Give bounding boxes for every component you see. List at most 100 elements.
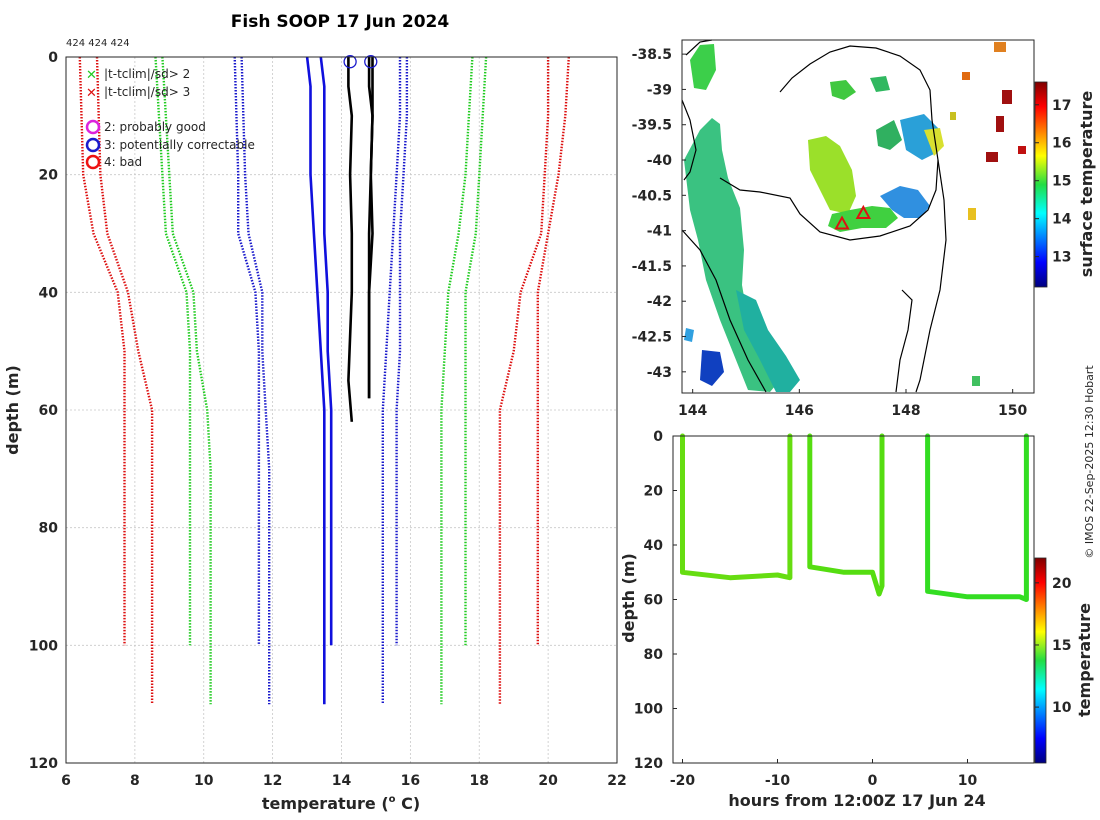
- profile-panel: Fish SOOP 17 Jun 2024 424 424 424 6 8 10 12…: [3, 12, 627, 813]
- y-tick-label: 20: [644, 484, 664, 500]
- sst-patch: [684, 118, 780, 392]
- y-tick-label: 40: [644, 538, 664, 554]
- sst-patch: [986, 152, 998, 162]
- timeseries-y-label: depth (m): [619, 553, 638, 643]
- profile-legend: ✕ |t-tclim|/sd> 2 ✕ |t-tclim|/sd> 3 2: p…: [85, 67, 255, 170]
- x-tick-label: 14: [332, 773, 352, 789]
- colorbar-tick-label: 16: [1052, 136, 1071, 152]
- y-tick-label: -38.5: [632, 47, 672, 63]
- x-marker-icon: ✕: [86, 86, 97, 101]
- island-coast: [895, 289, 913, 393]
- sst-patch: [684, 328, 694, 342]
- map-colorbar-label: surface temperature: [1077, 91, 1096, 278]
- y-tick-label: 100: [29, 638, 58, 654]
- depth-trace: [807, 433, 885, 597]
- sst-patch: [700, 350, 724, 386]
- sst-patch: [924, 128, 944, 156]
- timeseries-colorbar: [1034, 557, 1047, 764]
- series-line: [95, 56, 154, 705]
- figure-title: Fish SOOP 17 Jun 2024: [231, 12, 450, 32]
- y-tick-label: -42: [647, 294, 672, 310]
- legend-item-flag3: 3: potentially correctable: [85, 137, 255, 153]
- depth-trace: [925, 433, 1029, 602]
- x-tick-label: 12: [263, 773, 282, 789]
- sst-patch: [870, 76, 890, 92]
- legend-item-flag2: 2: probably good: [85, 119, 206, 135]
- sst-patch: [736, 290, 800, 392]
- x-tick-label: 10: [194, 773, 214, 789]
- series-line: [240, 56, 271, 705]
- sst-patch: [962, 72, 970, 80]
- y-tick-label: 40: [39, 285, 59, 301]
- legend-label: |t-tclim|/sd> 3: [104, 85, 190, 99]
- x-tick-label: 20: [538, 773, 558, 789]
- profile-x-label: temperature (o C): [262, 794, 420, 813]
- sst-patch: [996, 116, 1004, 132]
- series-line: [347, 57, 354, 422]
- profile-axes-box: [65, 56, 618, 764]
- y-tick-label: 0: [48, 50, 58, 66]
- colorbar-tick-label: 13: [1052, 250, 1071, 266]
- profile-x-ticks: 6 8 10 12 14 16 18 20 22: [61, 773, 627, 789]
- timeseries-y-ticks: 0 20 40 60 80 100 120: [634, 429, 677, 772]
- sst-patch: [876, 120, 902, 150]
- x-tick-label: 150: [998, 403, 1027, 419]
- series-line: [498, 57, 550, 705]
- x-tick-label: 144: [678, 403, 707, 419]
- series-line: [440, 56, 474, 705]
- legend-item-flag4: 4: bad: [85, 154, 142, 170]
- sst-patch: [1002, 90, 1012, 104]
- coastline: [681, 39, 947, 393]
- timeseries-colorbar-label: temperature: [1075, 603, 1094, 717]
- x-tick-label: -20: [670, 773, 696, 789]
- mainland-coast: [681, 229, 767, 393]
- x-tick-label: 10: [958, 773, 978, 789]
- y-tick-label: -41: [647, 224, 672, 240]
- sst-patch: [690, 44, 716, 90]
- x-tick-label: 6: [61, 773, 71, 789]
- y-tick-label: 20: [39, 168, 59, 184]
- sst-field: [684, 42, 1026, 392]
- series-line: [78, 56, 126, 646]
- east-coast: [915, 159, 947, 393]
- profile-series: [78, 56, 570, 705]
- series-line: [154, 56, 192, 646]
- timeseries-colorbar-ticks: 10 15 20: [1035, 576, 1072, 716]
- x-tick-label: -10: [765, 773, 791, 789]
- flag-marker: [364, 55, 378, 69]
- timeseries-axes-box: [672, 435, 1035, 764]
- y-tick-label: 80: [39, 521, 59, 537]
- triangle-icon: [855, 204, 872, 219]
- map-axes-box: [681, 39, 1035, 394]
- depth-trace: [680, 433, 793, 581]
- mainland-coast: [685, 39, 713, 56]
- sst-patch: [950, 112, 956, 120]
- y-tick-label: -40.5: [632, 188, 672, 204]
- flag-marker: [343, 55, 357, 69]
- x-tick-label: 146: [785, 403, 814, 419]
- series-line: [536, 56, 570, 646]
- series-line: [233, 56, 261, 646]
- west-coast: [681, 99, 697, 181]
- colorbar-tick-label: 10: [1052, 700, 1072, 716]
- circle-marker-icon: [85, 154, 101, 170]
- circle-marker-icon: [85, 119, 101, 135]
- y-tick-label: 120: [29, 756, 58, 772]
- series-line: [319, 56, 333, 646]
- series-line: [305, 56, 326, 705]
- y-tick-label: -40: [647, 153, 673, 169]
- map-x-ticks: 144 146 148 150: [678, 389, 1028, 419]
- y-tick-label: 60: [39, 403, 59, 419]
- timeseries-x-label: hours from 12:00Z 17 Jun 24: [728, 791, 985, 810]
- timeseries-series: [680, 433, 1029, 602]
- map-colorbar-ticks: 13 14 15 16 17: [1035, 98, 1072, 266]
- y-tick-label: 60: [644, 593, 664, 609]
- y-tick-label: 80: [644, 647, 664, 663]
- timeseries-panel: -20 -10 0 10 0 20 40 60 80 100 120 hours from 12:…: [619, 429, 1094, 810]
- triangle-icon: [834, 215, 850, 230]
- x-tick-label: 8: [130, 773, 140, 789]
- colorbar-tick-label: 20: [1052, 576, 1072, 592]
- sst-patch: [808, 136, 856, 214]
- copyright-credit: © IMOS 22-Sep-2025 12:30 Hobart: [1083, 365, 1096, 559]
